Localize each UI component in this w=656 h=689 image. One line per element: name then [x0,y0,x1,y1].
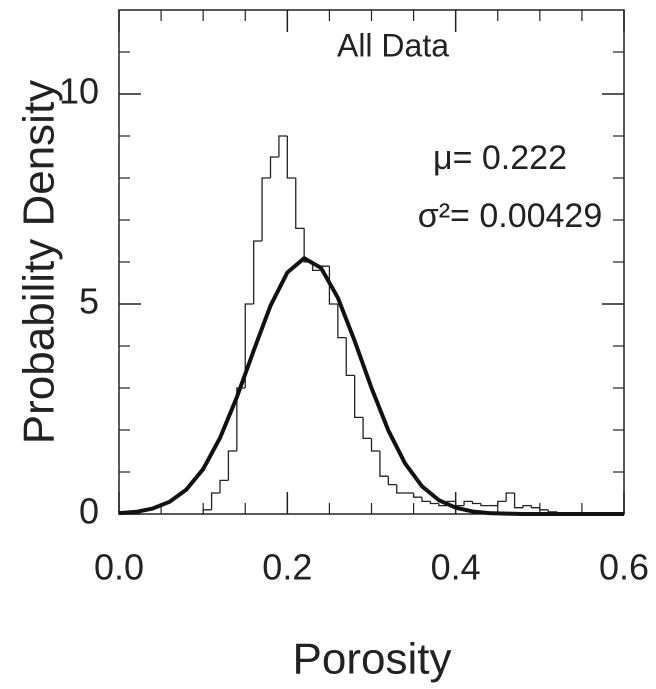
histogram-bin [522,504,532,508]
histogram-bin [286,136,296,179]
histogram-bin [387,476,397,486]
annotation: μ= 0.222 [433,139,567,177]
histogram-bin [269,156,279,178]
histogram-bin [202,509,212,514]
histogram-bin [438,503,448,507]
y-tick-label: 5 [79,281,99,322]
x-tick-label: 0.2 [262,547,312,588]
histogram-bin [362,417,372,440]
annotation: σ²= 0.00429 [418,197,603,235]
histogram-bin [337,304,347,339]
histogram-bin [253,240,263,304]
histogram-bin [244,303,254,388]
histogram-bin [463,500,473,506]
histogram-bin [261,177,271,241]
histogram-bin [505,492,515,502]
x-tick-label: 0.0 [94,547,144,588]
chart-title: All Data [337,27,449,63]
histogram-bin [278,135,288,157]
histogram-bin [219,479,229,493]
histogram-bin [471,501,481,505]
fit-curve [118,256,624,516]
histogram-bin [210,492,220,510]
histogram-bin [236,387,246,451]
y-axis-label: Probability Density [15,80,64,444]
histogram-bin [295,178,305,230]
histogram-bin [370,438,380,452]
histogram-bin [455,501,465,507]
x-tick-label: 0.6 [599,547,649,588]
histogram-bin [539,507,549,511]
histogram-bin [497,500,507,506]
histogram-bin [379,451,389,477]
histogram-bin [412,493,422,498]
histogram-bin [429,501,439,505]
y-tick-label: 0 [79,491,99,532]
x-tick-label: 0.4 [431,547,481,588]
histogram-bin [227,450,237,481]
histogram-bin [345,337,355,377]
histogram-bin [421,497,431,503]
histogram-bin [513,493,523,509]
histogram-bin [396,484,406,494]
histogram-bin [530,505,540,509]
y-tick-label: 10 [59,71,99,112]
histogram-bin [480,503,490,507]
histogram-bin [354,375,364,419]
x-axis-label: Porosity [293,635,452,684]
